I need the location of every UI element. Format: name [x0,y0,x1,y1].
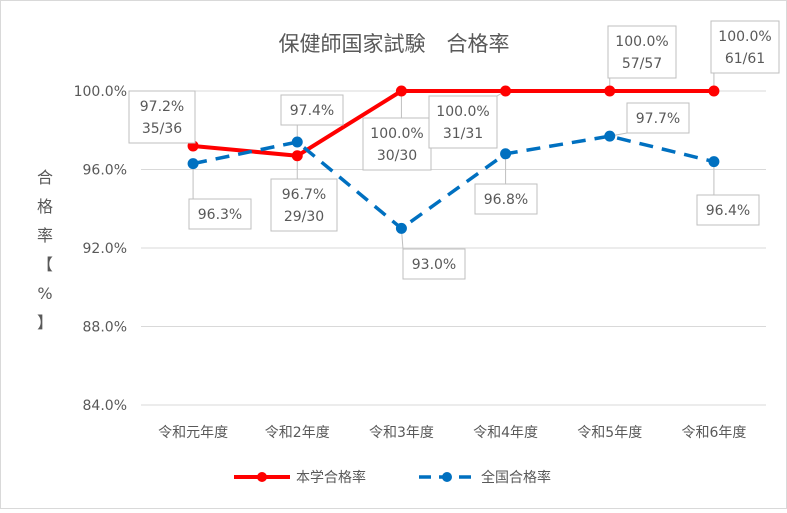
data-label: 96.7% [282,187,326,203]
data-label: 100.0% [615,34,668,50]
data-label: 97.7% [636,111,680,127]
data-label: 61/61 [725,51,765,67]
y-axis-label-char: % [37,284,52,303]
data-point [708,85,720,97]
y-tick-label: 100.0% [74,84,127,100]
data-point [187,158,199,170]
data-label: 29/30 [284,209,324,225]
x-tick-label: 令和4年度 [473,425,538,441]
data-label: 57/57 [622,56,662,72]
callout-box [474,183,538,215]
callout-box [626,102,690,134]
data-point [291,150,303,162]
data-label: 100.0% [436,104,489,120]
x-axis-ticks: 令和元年度 令和2年度 令和3年度 令和4年度 令和5年度 令和6年度 [158,425,746,441]
data-label: 96.3% [198,207,242,223]
legend-marker [442,472,452,482]
x-tick-label: 令和元年度 [158,425,228,441]
data-label: 100.0% [370,126,423,142]
y-axis-label-char: 合 [37,168,53,187]
y-axis-label-char: 】 [37,313,53,332]
callout-box [270,178,338,232]
y-axis-ticks: 100.0% 96.0% 92.0% 88.0% 84.0% [74,84,127,414]
y-axis-label: 合格率【% 】 [37,168,53,332]
y-tick-label: 92.0% [83,241,127,257]
series-line-2 [192,134,715,231]
callout-box [128,90,196,144]
y-tick-label: 84.0% [83,398,127,414]
y-axis-label-char: 格 [37,197,53,216]
data-label: 93.0% [412,257,456,273]
data-point [395,222,407,234]
data-point [500,148,512,160]
callout-box [428,95,498,149]
data-label: 30/30 [377,148,417,164]
data-label: 97.2% [140,99,184,115]
callout-box [607,25,677,79]
y-axis-label-char: 【 [37,255,53,274]
y-tick-label: 88.0% [83,320,127,336]
x-tick-label: 令和3年度 [369,425,434,441]
data-point [291,136,303,148]
data-point [604,85,616,97]
data-label-callouts: 97.2% 35/36 96.7% 29/30 100.0% 30/30 100.0% 31/… [128,20,780,280]
series-group [187,85,720,234]
x-tick-label: 令和6年度 [681,425,746,441]
data-point [604,130,616,142]
data-point [395,85,407,97]
x-tick-label: 令和2年度 [265,425,330,441]
callout-box [280,94,344,126]
data-label: 100.0% [718,29,771,45]
data-label: 96.8% [484,192,528,208]
callout-box [710,20,780,74]
legend-marker [257,472,267,482]
callout-box [696,194,760,226]
legend-label: 全国合格率 [481,469,551,486]
data-label: 96.4% [706,203,750,219]
data-point [500,85,512,97]
callout-box [402,248,466,280]
data-label: 31/31 [443,126,483,142]
data-point [708,156,720,168]
y-axis-label-char: 率 [37,226,53,245]
x-tick-label: 令和5年度 [577,425,642,441]
series-line-1 [192,89,714,158]
data-label: 97.4% [290,103,334,119]
y-tick-label: 96.0% [83,163,127,179]
data-label: 35/36 [142,121,182,137]
chart-title: 保健師国家試験 合格率 [279,32,510,56]
callout-box [362,117,432,171]
legend-label: 本学合格率 [296,469,366,486]
callout-box [188,198,252,230]
legend: 本学合格率 全国合格率 [234,469,551,486]
